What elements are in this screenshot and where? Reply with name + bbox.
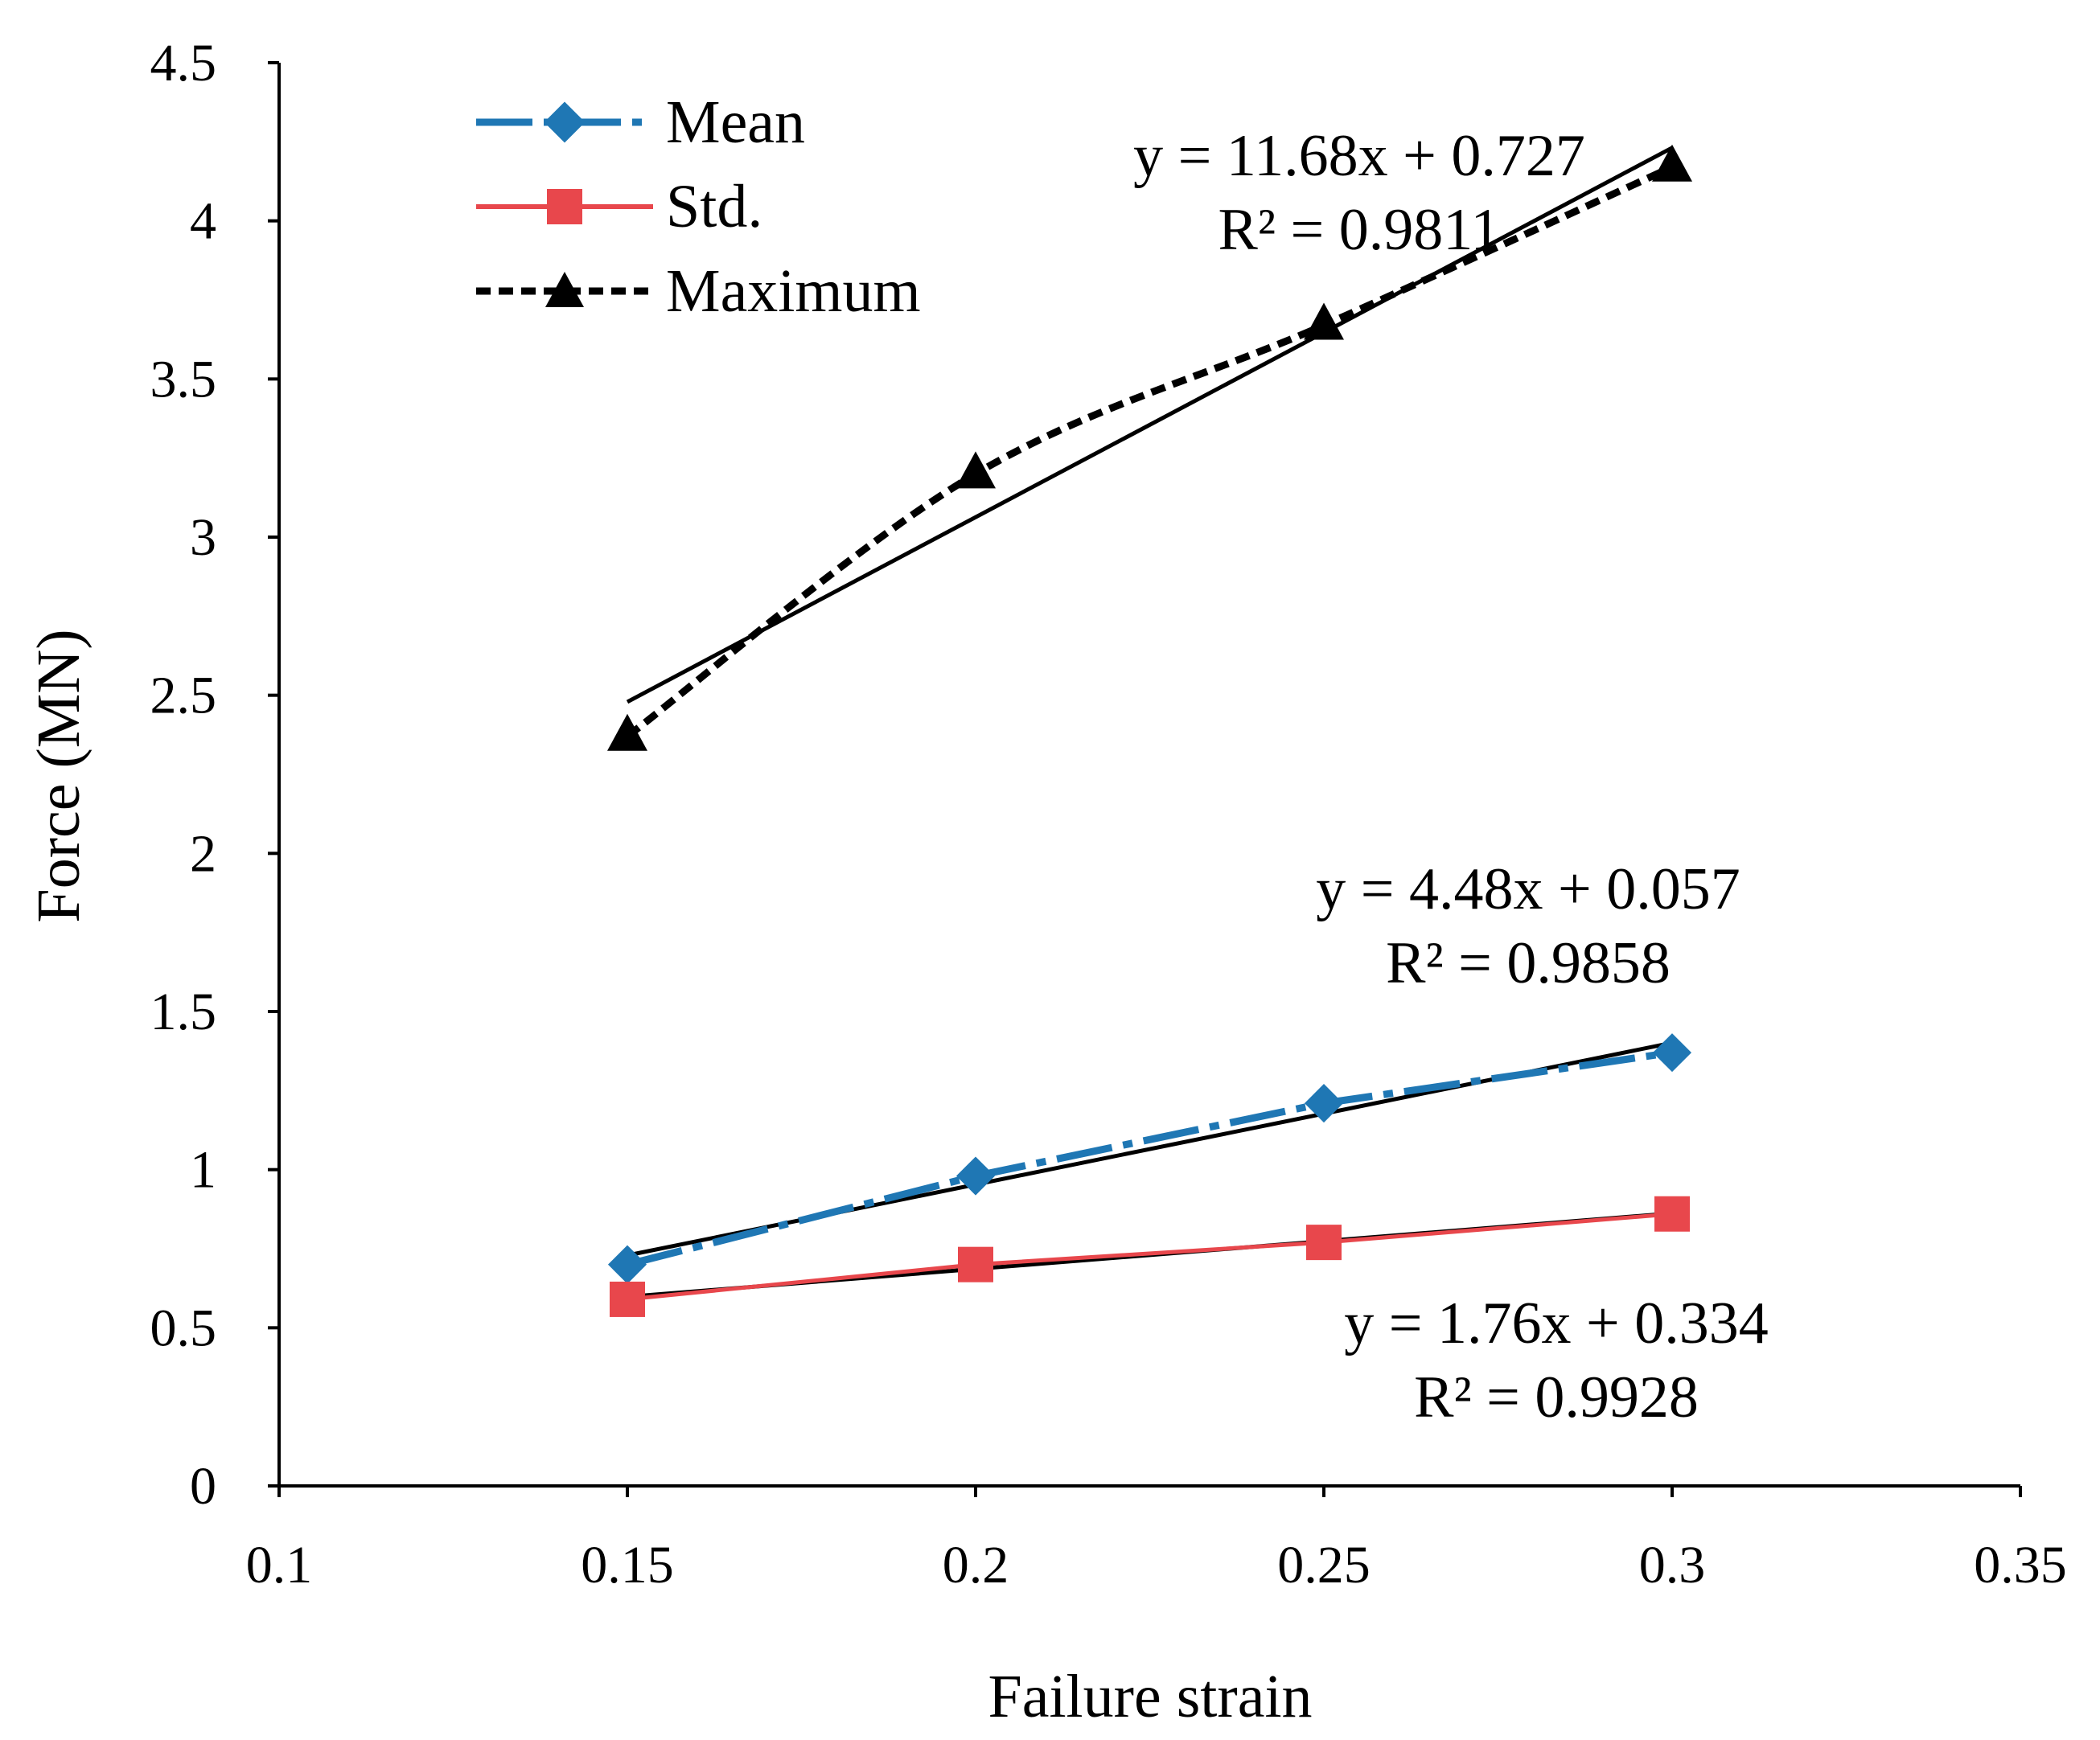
tick-labels: 0 0.5 1 1.5 2 2.5 3 3.5 4 4.5 0.1 0.15 0.2 0.25 0.3 0.3… <box>150 34 2067 1594</box>
annotation-maximum: y = 11.68x + 0.727 R² = 0.9811 <box>1133 123 1585 263</box>
data-point-std <box>610 1281 645 1317</box>
y-tick-label: 4.5 <box>150 34 217 92</box>
legend-marker-maximum <box>545 272 584 307</box>
data-point-std <box>1306 1225 1342 1261</box>
trendline-maximum <box>626 146 1674 704</box>
series-line-maximum <box>625 163 1674 740</box>
y-tick-label: 2.5 <box>150 667 217 725</box>
x-tick-label: 0.25 <box>1277 1536 1371 1594</box>
x-tick-label: 0.3 <box>1639 1536 1706 1594</box>
equation-std: y = 1.76x + 0.334 <box>1344 1291 1768 1356</box>
data-point-maximum <box>955 451 996 489</box>
data-point-maximum <box>1304 302 1344 340</box>
data-point-maximum <box>1652 144 1692 182</box>
y-tick-label: 4 <box>190 192 216 251</box>
equation-mean: y = 4.48x + 0.057 <box>1316 856 1740 922</box>
x-tick-label: 0.15 <box>581 1536 674 1594</box>
y-tick-label: 1.5 <box>150 983 217 1041</box>
data-point-maximum <box>607 713 647 751</box>
legend-label-std: Std. <box>666 173 762 240</box>
legend-item-maximum: Maximum <box>476 257 921 325</box>
data-point-mean <box>1652 1033 1692 1073</box>
series-lines <box>625 163 1674 1302</box>
legend-item-std: Std. <box>476 173 762 240</box>
axes <box>268 61 2022 1497</box>
equation-maximum: y = 11.68x + 0.727 <box>1133 123 1585 189</box>
data-point-mean <box>955 1156 996 1196</box>
x-axis-title: Failure strain <box>988 1663 1312 1730</box>
series-line-mean <box>626 1049 1673 1269</box>
legend-label-mean: Mean <box>666 88 805 156</box>
x-tick-label: 0.2 <box>943 1536 1009 1594</box>
y-tick-label: 3 <box>190 508 216 567</box>
y-tick-label: 0 <box>190 1457 216 1516</box>
annotation-mean: y = 4.48x + 0.057 R² = 0.9858 <box>1316 856 1740 996</box>
legend-item-mean: Mean <box>476 88 805 156</box>
x-tick-label: 0.35 <box>1974 1536 2067 1594</box>
r2-mean: R² = 0.9858 <box>1386 930 1671 996</box>
legend-marker-std <box>547 189 582 224</box>
legend-label-maximum: Maximum <box>666 257 921 325</box>
y-axis-title: Force (MN) <box>25 629 92 922</box>
y-tick-label: 3.5 <box>150 350 217 408</box>
y-tick-label: 1 <box>190 1141 216 1200</box>
r2-std: R² = 0.9928 <box>1414 1365 1699 1430</box>
data-point-std <box>1654 1196 1690 1232</box>
annotation-std: y = 1.76x + 0.334 R² = 0.9928 <box>1344 1291 1768 1430</box>
legend: Mean Std. Maximum <box>476 88 921 325</box>
data-point-std <box>958 1246 993 1282</box>
y-tick-label: 2 <box>190 824 216 883</box>
y-tick-label: 0.5 <box>150 1299 217 1357</box>
x-tick-label: 0.1 <box>246 1536 313 1594</box>
r2-maximum: R² = 0.9811 <box>1218 197 1500 263</box>
legend-marker-mean <box>544 101 586 143</box>
series-line-std <box>627 1212 1673 1302</box>
